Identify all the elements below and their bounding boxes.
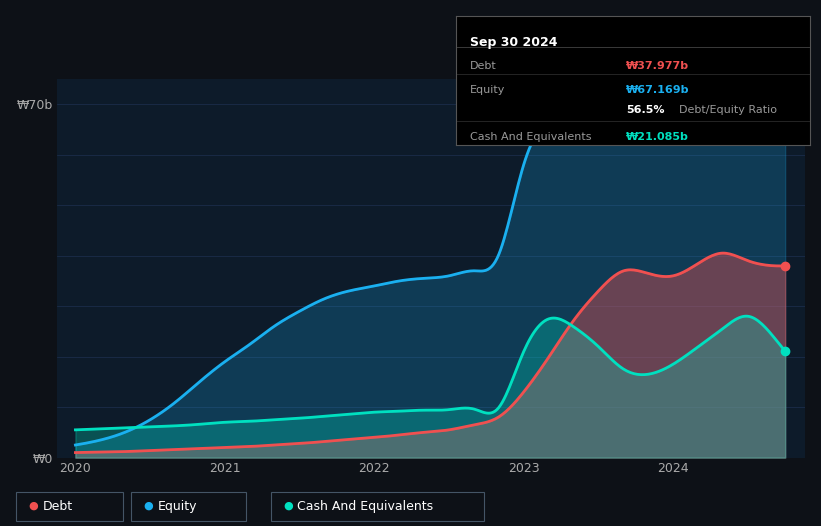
- Text: Debt/Equity Ratio: Debt/Equity Ratio: [679, 105, 777, 115]
- Text: Cash And Equivalents: Cash And Equivalents: [470, 132, 591, 142]
- Text: Equity: Equity: [470, 85, 505, 95]
- Text: Cash And Equivalents: Cash And Equivalents: [297, 500, 433, 512]
- Text: ●: ●: [283, 501, 293, 511]
- Text: ●: ●: [29, 501, 39, 511]
- Text: ●: ●: [144, 501, 154, 511]
- Text: ₩37.977b: ₩37.977b: [626, 61, 689, 71]
- Text: 56.5%: 56.5%: [626, 105, 664, 115]
- Text: Debt: Debt: [470, 61, 497, 71]
- Text: Sep 30 2024: Sep 30 2024: [470, 36, 557, 49]
- Text: Debt: Debt: [43, 500, 73, 512]
- Text: ₩67.169b: ₩67.169b: [626, 85, 690, 95]
- Text: ₩21.085b: ₩21.085b: [626, 132, 689, 142]
- Text: Equity: Equity: [158, 500, 197, 512]
